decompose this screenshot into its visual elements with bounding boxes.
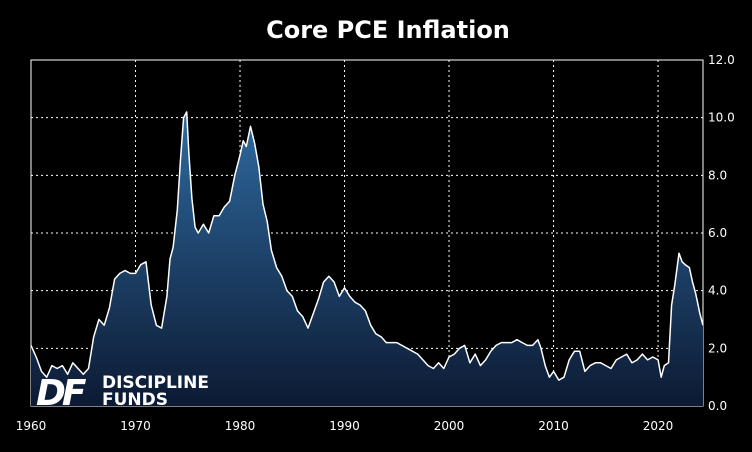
logo-mark: DF xyxy=(36,373,87,414)
brand-logo: DF DISCIPLINE FUNDS xyxy=(36,373,209,414)
logo-line-2: FUNDS xyxy=(102,390,168,410)
series-area xyxy=(31,111,703,407)
x-tick-label: 2020 xyxy=(643,419,674,433)
x-axis: 1960 1970 1980 1990 2000 2010 2020 xyxy=(16,419,674,433)
x-tick-label: 1960 xyxy=(16,419,47,433)
x-tick-label: 1990 xyxy=(329,419,360,433)
y-tick-label: 0.0 xyxy=(708,399,727,413)
x-tick-label: 1980 xyxy=(225,419,256,433)
x-tick-label: 2010 xyxy=(538,419,569,433)
y-tick-label: 8.0 xyxy=(708,168,727,182)
series-core-pce xyxy=(30,111,704,407)
chart-title: Core PCE Inflation xyxy=(266,16,510,44)
x-tick-label: 2000 xyxy=(434,419,465,433)
y-tick-label: 4.0 xyxy=(708,284,727,298)
y-tick-label: 2.0 xyxy=(708,341,727,355)
y-tick-label: 6.0 xyxy=(708,226,727,240)
y-tick-label: 10.0 xyxy=(708,111,735,125)
x-tick-label: 1970 xyxy=(120,419,151,433)
series-line xyxy=(30,111,704,381)
y-tick-label: 12.0 xyxy=(708,53,735,67)
y-axis: 0.0 2.0 4.0 6.0 8.0 10.0 12.0 xyxy=(708,53,735,413)
logo-line-1: DISCIPLINE xyxy=(102,373,209,393)
